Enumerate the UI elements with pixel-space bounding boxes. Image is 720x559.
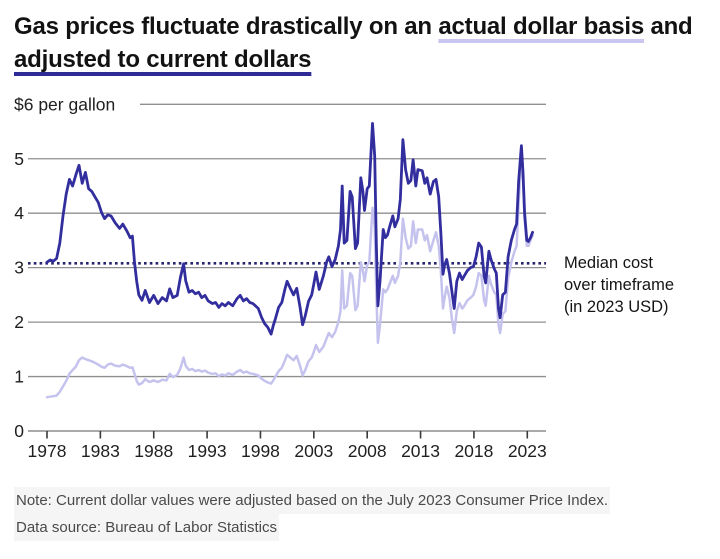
title-highlight-actual-dollar: actual dollar basis — [438, 13, 644, 40]
adjusted-dollar-line — [45, 122, 534, 336]
title-text-and: and — [643, 13, 693, 40]
median-annotation: Median cost over timeframe (in 2023 USD) — [564, 252, 714, 318]
x-axis-label: 1978 — [28, 441, 67, 461]
y-axis-label: 1 — [14, 367, 24, 387]
title-text: Gas prices fluctuate drastically on an — [14, 13, 439, 40]
x-axis-label: 2018 — [454, 441, 493, 461]
note-source: Data source: Bureau of Labor Statistics — [14, 514, 279, 541]
y-axis-top-label: $6 per gallon — [14, 94, 115, 114]
y-axis-label: 2 — [14, 312, 24, 332]
actual-dollar-line — [45, 152, 534, 399]
x-axis-label: 1988 — [134, 441, 173, 461]
y-axis-label: 4 — [14, 203, 24, 223]
x-axis-label: 2008 — [348, 441, 387, 461]
x-axis-label: 1983 — [81, 441, 120, 461]
title-highlight-adjusted-dollar: adjusted to current dollars — [14, 46, 312, 73]
page-title: Gas prices fluctuate drastically on an a… — [14, 10, 714, 76]
median-annotation-line2: over timeframe — [564, 276, 675, 294]
y-axis-label: 5 — [14, 149, 24, 169]
y-axis-label: 0 — [14, 421, 24, 441]
median-annotation-line1: Median cost — [564, 254, 653, 272]
x-axis-label: 2023 — [508, 441, 547, 461]
x-axis-label: 1993 — [188, 441, 227, 461]
y-axis-label: 3 — [14, 258, 24, 278]
note-cpi: Note: Current dollar values were adjuste… — [14, 487, 610, 514]
footnotes: Note: Current dollar values were adjuste… — [14, 487, 610, 541]
x-axis-label: 2003 — [294, 441, 333, 461]
x-axis-label: 1998 — [241, 441, 280, 461]
median-annotation-line3: (in 2023 USD) — [564, 298, 669, 316]
x-axis-label: 2013 — [401, 441, 440, 461]
